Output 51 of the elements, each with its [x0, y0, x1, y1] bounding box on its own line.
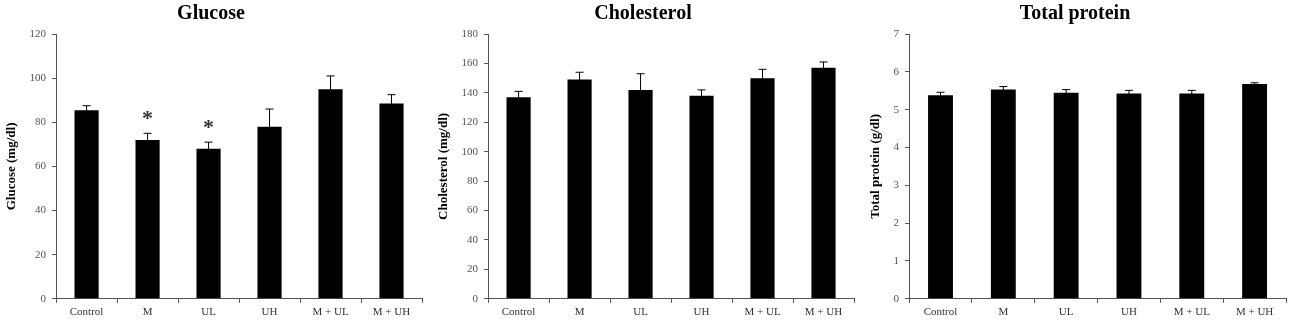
- x-tick-label: M + UL: [1173, 305, 1211, 318]
- y-tick-label: 80: [467, 174, 479, 186]
- annotation: *: [203, 113, 215, 139]
- x-tick-label: UL: [201, 305, 217, 318]
- chart-title: Total protein: [1019, 1, 1131, 25]
- y-tick-label: 7: [893, 26, 900, 39]
- y-tick-label: 100: [461, 144, 479, 157]
- y-tick-label: 180: [461, 26, 479, 39]
- chart-title: Cholesterol: [594, 1, 693, 24]
- y-tick-label: 5: [893, 102, 900, 115]
- x-tick-label: M + UH: [372, 305, 411, 318]
- x-tick-label: M + UH: [804, 305, 843, 318]
- x-tick-label: M + UL: [312, 305, 349, 318]
- x-tick-label: M: [142, 305, 153, 318]
- y-tick-label: 3: [893, 178, 900, 191]
- x-tick-label: M: [574, 305, 585, 318]
- y-axis-title: Glucose (mg/dl): [3, 122, 19, 211]
- y-axis-title: Cholesterol (mg/dl): [435, 112, 451, 220]
- y-tick-label: 20: [467, 262, 479, 275]
- y-tick-label: 2: [893, 216, 900, 229]
- y-tick-label: 40: [35, 203, 47, 216]
- x-tick-label: UL: [1058, 305, 1074, 318]
- y-tick-label: 0: [893, 291, 900, 304]
- y-axis-title: Total protein (g/dl): [867, 114, 883, 219]
- chart-title: Glucose: [177, 1, 246, 24]
- y-tick-label: 0: [472, 291, 479, 304]
- y-tick-label: 60: [467, 203, 479, 216]
- y-tick-label: 6: [893, 64, 900, 77]
- x-tick-label: M: [998, 305, 1009, 318]
- annotation: *: [142, 104, 154, 130]
- y-tick-label: 160: [461, 56, 479, 69]
- x-tick-label: UH: [693, 305, 710, 318]
- x-tick-label: UH: [1121, 305, 1137, 318]
- y-tick-label: 120: [29, 26, 47, 39]
- x-tick-label: M + UL: [744, 305, 781, 318]
- y-tick-label: 140: [461, 85, 479, 98]
- y-tick-label: 1: [893, 253, 900, 266]
- x-tick-label: UL: [633, 305, 649, 318]
- y-tick-label: 100: [29, 71, 47, 84]
- y-tick-label: 40: [467, 232, 479, 245]
- y-tick-label: 20: [35, 247, 47, 260]
- y-tick-label: 120: [461, 115, 479, 128]
- y-tick-label: 0: [40, 291, 47, 304]
- x-tick-label: Control: [69, 305, 104, 318]
- x-tick-label: Control: [501, 305, 536, 318]
- x-tick-label: Control: [923, 305, 958, 318]
- x-tick-label: M + UH: [1235, 305, 1274, 318]
- y-tick-label: 4: [893, 140, 900, 153]
- y-tick-label: 80: [35, 115, 47, 128]
- y-tick-label: 60: [35, 159, 47, 172]
- x-tick-label: UH: [261, 305, 278, 318]
